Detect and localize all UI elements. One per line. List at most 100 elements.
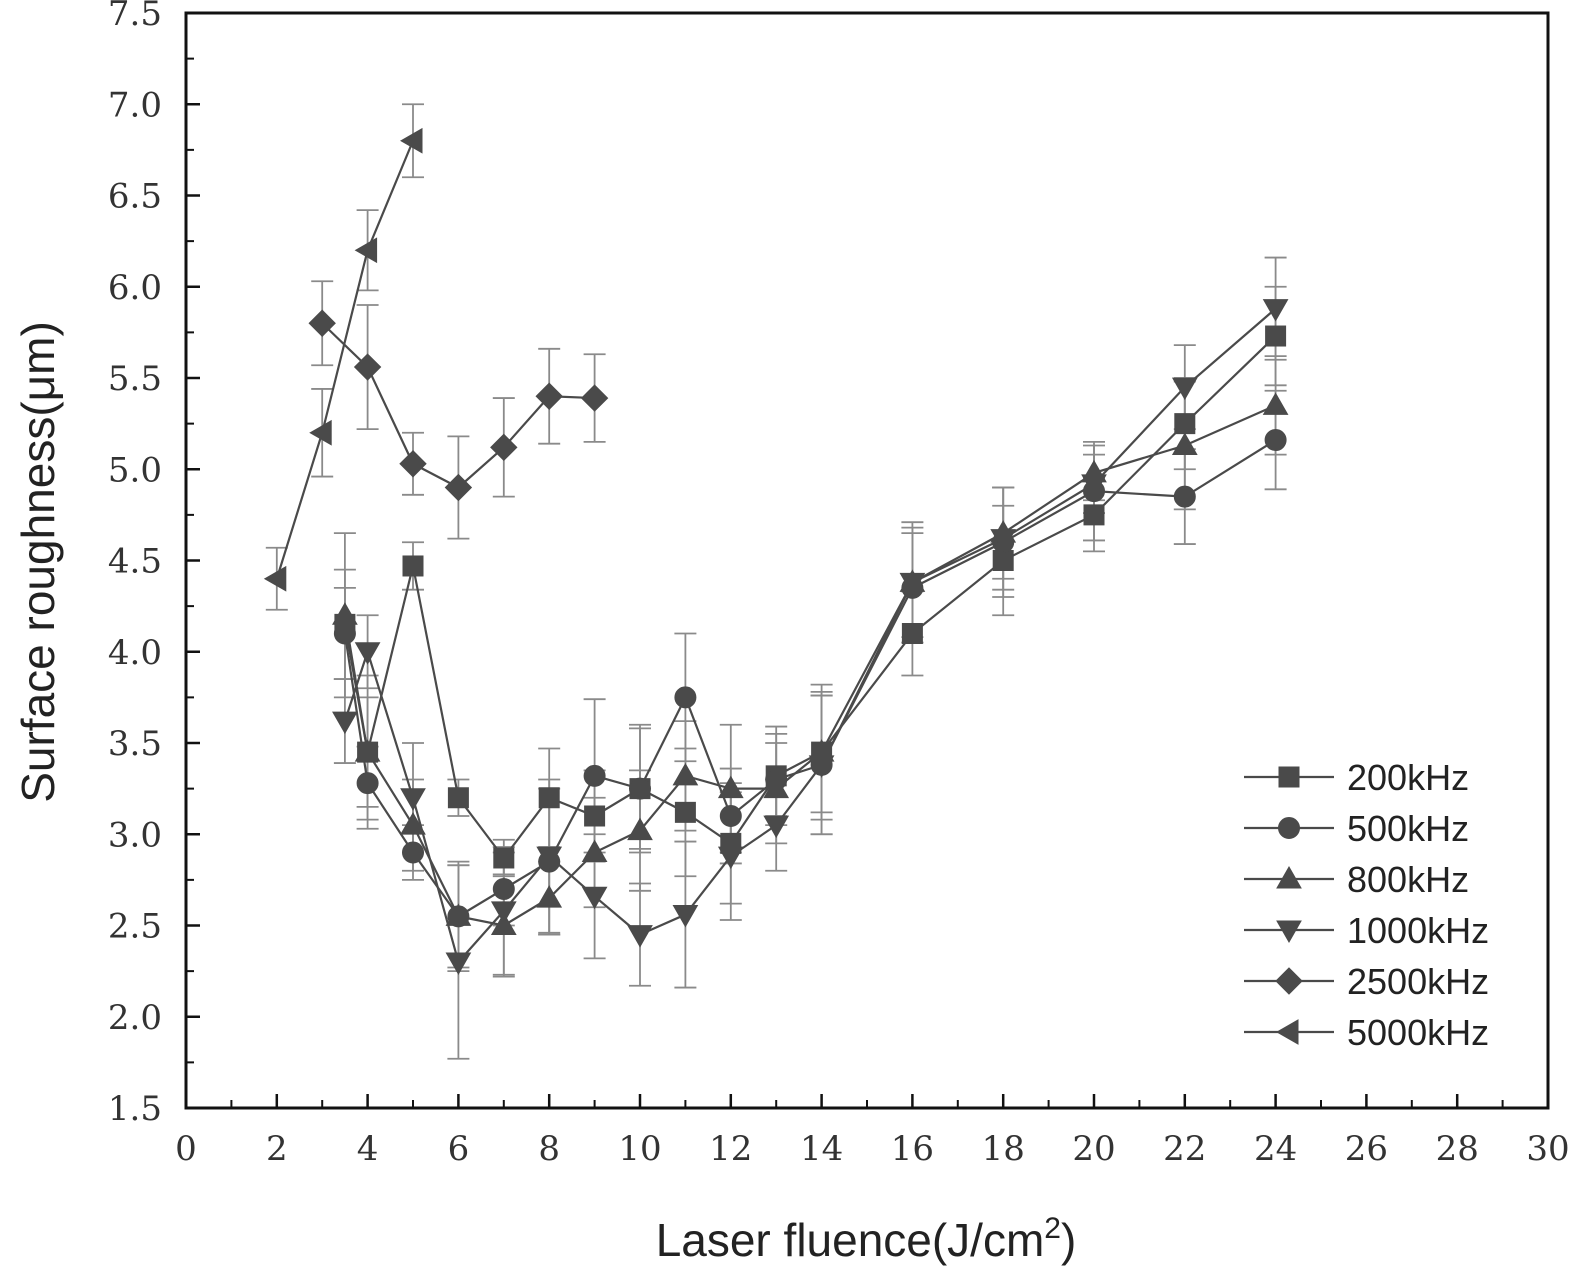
data-point-200kHz bbox=[674, 801, 696, 823]
data-point-1000kHz bbox=[581, 886, 608, 910]
legend-marker bbox=[1275, 967, 1303, 995]
x-axis-title: Laser fluence(J/cm2) bbox=[656, 1212, 1077, 1266]
data-point-500kHz bbox=[719, 805, 742, 827]
data-point-2500kHz bbox=[399, 450, 427, 478]
data-point-1000kHz bbox=[672, 905, 699, 928]
legend-marker bbox=[1275, 1019, 1299, 1045]
y-tick-label: 5.5 bbox=[108, 359, 162, 399]
x-tick-label: 24 bbox=[1254, 1129, 1297, 1169]
legend-label: 5000kHz bbox=[1347, 1012, 1489, 1053]
data-point-2500kHz bbox=[308, 309, 336, 337]
data-point-1000kHz bbox=[1171, 377, 1198, 401]
data-point-200kHz bbox=[447, 787, 469, 809]
data-point-800kHz bbox=[400, 812, 426, 835]
data-point-200kHz bbox=[584, 805, 606, 827]
data-point-1000kHz bbox=[1081, 474, 1107, 497]
data-point-500kHz bbox=[583, 764, 606, 787]
data-point-200kHz bbox=[538, 787, 560, 809]
data-point-1000kHz bbox=[899, 572, 926, 596]
y-tick-label: 4.5 bbox=[108, 542, 162, 582]
data-point-200kHz bbox=[402, 555, 424, 577]
data-point-800kHz bbox=[490, 912, 517, 935]
data-point-200kHz bbox=[1265, 325, 1287, 347]
y-tick-label: 2.0 bbox=[108, 998, 162, 1038]
x-tick-label: 18 bbox=[982, 1129, 1025, 1169]
x-tick-label: 6 bbox=[448, 1129, 470, 1169]
data-point-5000kHz bbox=[354, 237, 378, 264]
data-point-200kHz bbox=[992, 550, 1014, 571]
data-point-800kHz bbox=[1171, 432, 1198, 456]
data-point-200kHz bbox=[1174, 413, 1196, 435]
data-point-200kHz bbox=[901, 623, 923, 644]
legend-marker bbox=[1276, 865, 1302, 889]
x-tick-label: 28 bbox=[1436, 1129, 1479, 1169]
data-point-1000kHz bbox=[332, 711, 358, 735]
x-tick-label: 4 bbox=[357, 1129, 379, 1169]
y-tick-label: 3.5 bbox=[108, 724, 162, 764]
data-point-1000kHz bbox=[536, 846, 563, 870]
data-point-1000kHz bbox=[763, 815, 790, 839]
data-point-800kHz bbox=[332, 602, 358, 625]
data-point-500kHz bbox=[492, 878, 515, 900]
plot-frame bbox=[184, 11, 1550, 1110]
data-point-1000kHz bbox=[1262, 299, 1289, 322]
series-line-500kHz bbox=[343, 439, 1277, 918]
axes-layer: 0 2 4 6 8 10 12 14 16 18 20 22 24 26 28 301.52.02.53.03… bbox=[108, 0, 1570, 1169]
data-point-1000kHz bbox=[627, 925, 653, 948]
y-tick-label: 5.0 bbox=[108, 450, 162, 490]
y-tick-label: 7.0 bbox=[108, 85, 162, 125]
legend-marker bbox=[1278, 766, 1300, 788]
data-point-800kHz bbox=[717, 775, 744, 799]
x-tick-label: 16 bbox=[891, 1129, 934, 1169]
data-point-500kHz bbox=[356, 772, 379, 795]
legend-label: 200kHz bbox=[1347, 757, 1469, 798]
data-point-800kHz bbox=[445, 903, 472, 926]
legend-label: 800kHz bbox=[1347, 859, 1469, 900]
data-point-2500kHz bbox=[490, 433, 518, 462]
markers-layer bbox=[263, 127, 1289, 976]
data-point-1000kHz bbox=[354, 642, 381, 665]
data-point-800kHz bbox=[581, 839, 608, 862]
y-tick-label: 4.0 bbox=[108, 633, 162, 673]
x-tick-label: 2 bbox=[266, 1129, 288, 1169]
y-tick-label: 1.5 bbox=[108, 1089, 162, 1129]
data-point-200kHz bbox=[493, 847, 515, 869]
y-tick-label: 2.5 bbox=[108, 907, 162, 947]
x-tick-label: 22 bbox=[1163, 1129, 1206, 1169]
data-point-800kHz bbox=[672, 762, 699, 786]
series-line-5000kHz bbox=[275, 140, 415, 580]
data-point-1000kHz bbox=[808, 755, 835, 778]
x-tick-label: 14 bbox=[800, 1129, 843, 1169]
series-line-800kHz bbox=[343, 404, 1277, 927]
x-tick-label: 26 bbox=[1345, 1129, 1388, 1169]
data-point-800kHz bbox=[354, 739, 381, 762]
data-point-500kHz bbox=[402, 841, 424, 864]
data-point-5000kHz bbox=[309, 419, 332, 446]
y-tick-label: 3.0 bbox=[108, 815, 162, 855]
legend-marker bbox=[1278, 817, 1300, 839]
data-point-1000kHz bbox=[445, 952, 472, 976]
data-point-500kHz bbox=[629, 777, 651, 800]
data-point-200kHz bbox=[1083, 504, 1105, 526]
data-point-2500kHz bbox=[535, 382, 563, 410]
data-point-1000kHz bbox=[990, 529, 1017, 552]
x-tick-label: 8 bbox=[538, 1129, 560, 1169]
y-tick-label: 6.0 bbox=[108, 268, 162, 308]
x-tick-label: 12 bbox=[709, 1129, 752, 1169]
data-point-500kHz bbox=[333, 622, 356, 645]
legend: 200kHz 500kHz 800kHz 1000kHz 2500kHz 5000kHz bbox=[1244, 757, 1489, 1053]
x-tick-label: 0 bbox=[175, 1129, 197, 1169]
data-point-5000kHz bbox=[263, 565, 287, 592]
error-bars-layer bbox=[265, 103, 1287, 1060]
data-point-1000kHz bbox=[717, 846, 744, 870]
data-point-500kHz bbox=[1264, 429, 1287, 452]
data-point-2500kHz bbox=[444, 473, 473, 502]
data-point-500kHz bbox=[1173, 485, 1196, 508]
data-point-1000kHz bbox=[400, 788, 426, 811]
data-point-800kHz bbox=[1262, 392, 1289, 415]
data-point-2500kHz bbox=[580, 384, 609, 412]
data-point-800kHz bbox=[763, 775, 790, 799]
data-point-800kHz bbox=[536, 885, 563, 908]
